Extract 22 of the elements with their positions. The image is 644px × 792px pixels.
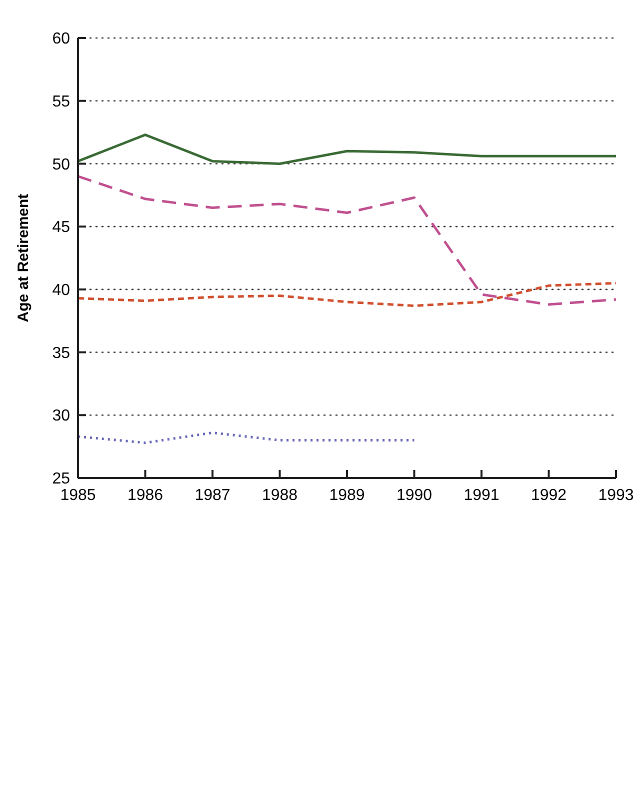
x-tick-label: 1989 (329, 487, 365, 504)
y-axis-title: Age at Retirement (15, 194, 32, 322)
x-tick-label: 1987 (194, 487, 230, 504)
y-tick-label: 55 (52, 93, 70, 110)
x-tick-label: 1992 (530, 487, 567, 504)
y-tick-label: 30 (52, 408, 70, 425)
y-tick-label: 60 (52, 30, 70, 48)
x-tick-label: 1988 (262, 487, 298, 504)
y-tick-label: 45 (52, 219, 70, 236)
x-tick-label: 1993 (598, 487, 634, 504)
line-series (76, 282, 618, 308)
x-tick-label: 1990 (396, 487, 432, 504)
x-tick-label: 1985 (60, 487, 96, 504)
x-tick-label: 1986 (127, 487, 164, 504)
y-tick-label: 40 (52, 282, 70, 300)
y-tick-label: 50 (52, 156, 70, 174)
y-tick-label: 25 (52, 470, 70, 488)
x-tick-label: 1991 (464, 487, 500, 504)
line-series (76, 431, 416, 444)
line-series (76, 134, 618, 165)
y-tick-label: 35 (52, 344, 70, 362)
line-series (76, 175, 618, 306)
